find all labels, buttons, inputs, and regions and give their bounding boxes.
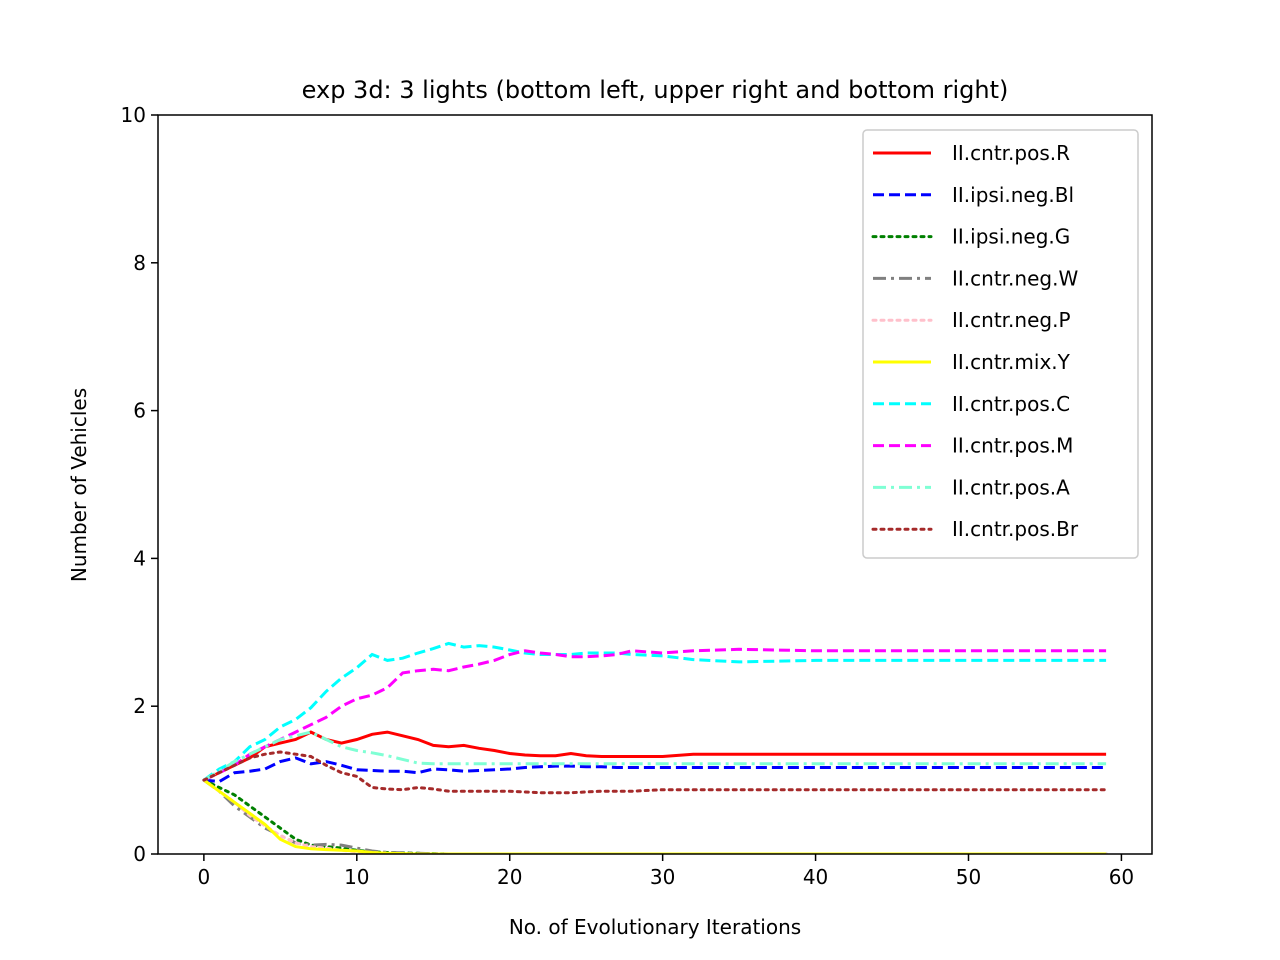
y-tick-label: 0: [133, 842, 146, 866]
legend-label: II.ipsi.neg.Bl: [952, 183, 1074, 207]
x-tick-label: 40: [803, 865, 828, 889]
plot-frame: [157, 114, 1153, 855]
chart-title: exp 3d: 3 lights (bottom left, upper rig…: [302, 76, 1009, 104]
legend-label: II.cntr.pos.A: [952, 475, 1070, 499]
series-line-9: [202, 750, 1108, 795]
y-tick-label: 6: [133, 399, 146, 423]
x-tick-label: 50: [956, 865, 981, 889]
series-line-5: [203, 778, 1107, 854]
legend-label: II.cntr.pos.R: [952, 141, 1070, 165]
series-line-8: [203, 730, 1107, 782]
series-line-3: [203, 778, 1107, 854]
y-tick-label: 8: [133, 251, 146, 275]
x-tick-label: 10: [344, 865, 369, 889]
legend-label: II.cntr.neg.P: [952, 308, 1071, 332]
legend-label: II.cntr.neg.W: [952, 266, 1078, 290]
y-tick-label: 4: [133, 546, 146, 570]
series-line-0: [203, 730, 1107, 782]
legend-label: II.cntr.pos.M: [952, 434, 1073, 458]
x-tick-label: 30: [650, 865, 675, 889]
legend: II.cntr.pos.R II.ipsi.neg.Bl II.ipsi.neg.G…: [862, 129, 1139, 559]
series-line-1: [203, 756, 1107, 784]
y-tick-label: 10: [121, 103, 146, 127]
legend-label: II.cntr.pos.Br: [952, 517, 1079, 541]
series-line-6: [203, 641, 1107, 782]
x-tick-label: 20: [497, 865, 522, 889]
legend-label: II.cntr.mix.Y: [952, 350, 1071, 374]
x-tick-label: 60: [1109, 865, 1134, 889]
y-tick-label: 2: [133, 694, 146, 718]
series-line-7: [203, 647, 1107, 782]
x-axis-label: No. of Evolutionary Iterations: [509, 915, 801, 939]
legend-label: II.ipsi.neg.G: [952, 225, 1070, 249]
legend-label: II.cntr.pos.C: [952, 392, 1070, 416]
x-tick-label: 0: [198, 865, 211, 889]
y-axis-label: Number of Vehicles: [67, 388, 91, 582]
